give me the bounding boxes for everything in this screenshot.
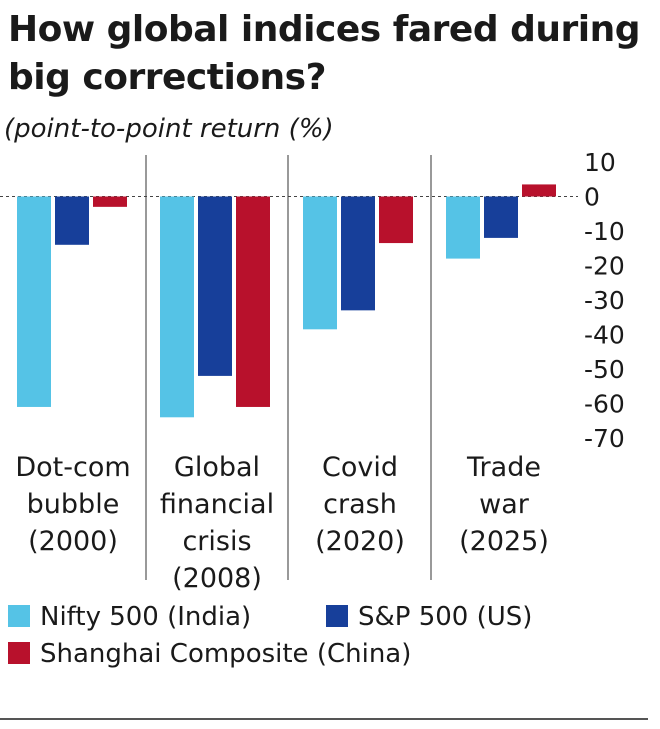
bar-chart: 10 0 -10 -20 -30 -40 -50 -60 -70 Dot-com bubble (20… [0,150,625,669]
category-label: bubble [27,489,120,520]
y-tick-label: 0 [584,183,600,212]
category-label: crisis [182,526,251,557]
y-tick-label: 10 [584,150,616,177]
legend-swatch [8,605,30,627]
category-label: (2008) [172,563,262,594]
bar [198,196,232,376]
bar [484,196,518,238]
category-label: (2025) [459,526,549,557]
bar [236,196,270,407]
y-tick-label: -70 [584,424,625,453]
chart-title: How global indices fared during big corr… [8,9,641,98]
category-label: war [479,489,530,520]
legend-swatch [8,642,30,664]
bar [55,196,89,245]
legend-swatch [326,605,348,627]
category-label: financial [160,489,274,520]
y-tick-label: -50 [584,355,625,384]
bar [17,196,51,407]
y-tick-label: -40 [584,321,625,350]
bar [341,196,375,311]
category-label: Dot-com [15,452,130,483]
bar [93,196,127,207]
category-label: (2020) [315,526,405,557]
category-label: Trade [466,452,541,483]
category-label: crash [323,489,397,520]
y-tick-label: -20 [584,252,625,281]
category-label: Global [174,452,260,483]
bottom-rule [0,718,648,720]
legend-label: Shanghai Composite (China) [40,639,411,669]
legend-label: S&P 500 (US) [358,602,532,632]
bar [446,196,480,259]
bar [379,196,413,244]
legend-label: Nifty 500 (India) [40,602,251,632]
bar [522,184,556,197]
y-tick-label: -10 [584,217,625,246]
category-label: (2000) [28,526,118,557]
chart-subtitle: (point-to-point return (%) [4,114,334,144]
bar [160,196,194,418]
y-tick-label: -60 [584,390,625,419]
y-tick-label: -30 [584,286,625,315]
bar [303,196,337,330]
category-label: Covid [322,452,398,483]
